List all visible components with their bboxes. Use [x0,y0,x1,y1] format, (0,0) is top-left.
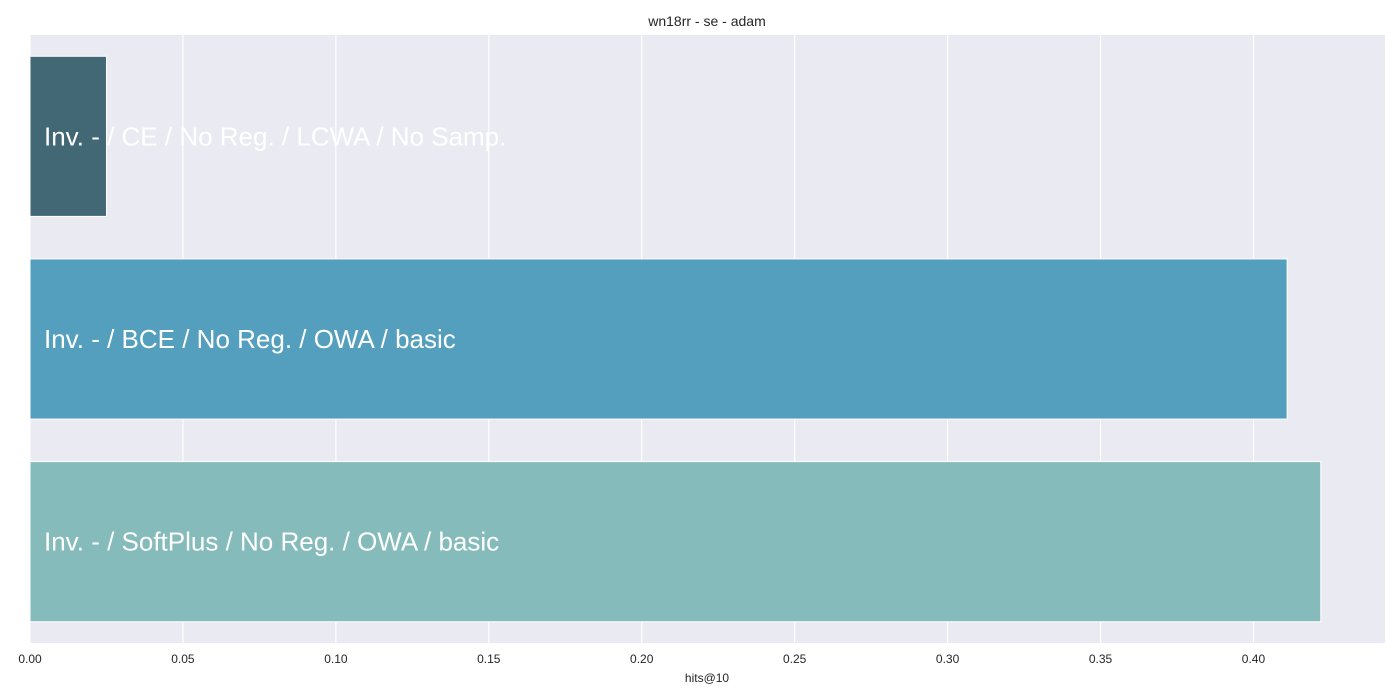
x-tick-label: 0.15 [477,652,501,666]
x-axis-ticks: 0.00 0.05 0.10 0.15 0.20 0.25 0.30 0.35 0.40 [18,652,1265,666]
x-tick-label: 0.25 [783,652,807,666]
x-tick-label: 0.20 [630,652,654,666]
bar-label: Inv. - / BCE / No Reg. / OWA / basic [44,324,456,354]
bar-label: Inv. - / CE / No Reg. / LCWA / No Samp. [44,121,506,151]
bar [29,258,1288,420]
x-tick-label: 0.00 [18,652,42,666]
bar [29,461,1322,623]
bar-labels: Inv. - / CE / No Reg. / LCWA / No Samp. I… [44,121,506,556]
x-tick-label: 0.40 [1242,652,1266,666]
bars [29,55,1322,623]
chart-title: wn18rr - se - adam [647,13,765,29]
x-axis-label: hits@10 [685,671,730,685]
x-tick-label: 0.30 [936,652,960,666]
x-tick-label: 0.35 [1089,652,1113,666]
x-tick-label: 0.05 [171,652,195,666]
x-tick-label: 0.10 [324,652,348,666]
bar [29,55,107,217]
bar-label: Inv. - / SoftPlus / No Reg. / OWA / basi… [44,527,499,557]
